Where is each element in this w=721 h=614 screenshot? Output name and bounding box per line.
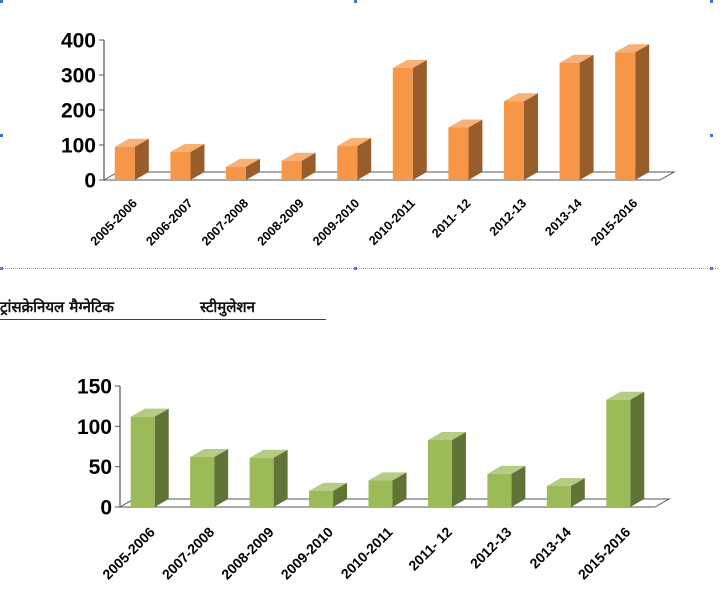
bar-top (427, 432, 466, 441)
bar (114, 146, 135, 180)
bar-side (246, 158, 260, 180)
bar-side (630, 391, 645, 507)
bar (170, 152, 191, 180)
y-tick-label: 400 (61, 30, 96, 53)
category-label: 2010-2011 (338, 524, 396, 582)
frame-handle[interactable] (710, 134, 713, 137)
bar-side (357, 138, 372, 180)
category-label: 2012-13 (467, 524, 515, 572)
category-label: 2010-2011 (366, 196, 418, 248)
category-label: 2011- 12 (405, 524, 455, 574)
bar (546, 486, 571, 507)
bar (337, 146, 358, 180)
category-label: 2007-2008 (199, 196, 251, 248)
green-bar-chart: 0 50 100 150 2005-2006 2007-2008 2008-2009 2009… (77, 376, 671, 583)
y-tick-label: 200 (61, 100, 96, 123)
bar-top (606, 391, 645, 400)
frame-handle[interactable] (0, 134, 3, 137)
category-label: 2006-2007 (143, 196, 195, 248)
bar (368, 480, 393, 507)
y-tick-label: 100 (77, 416, 112, 439)
heading-part2: स्टीमुलेशन (200, 298, 255, 316)
bar-top (249, 449, 288, 458)
category-label: 2005-2006 (88, 196, 140, 248)
bar-side (134, 138, 149, 180)
category-label: 2007-2008 (159, 524, 218, 583)
category-label: 2011- 12 (429, 196, 473, 240)
y-tick-label: 100 (61, 135, 96, 158)
bar-side (333, 482, 348, 507)
frame-handle[interactable] (0, 0, 3, 3)
bar (249, 457, 274, 507)
bar-side (412, 60, 427, 180)
bar-side (579, 54, 594, 180)
bar-top (504, 93, 538, 102)
bar-side (524, 93, 538, 180)
section-heading: ट्रांसक्रेनियल मैग्नेटिक स्टीमुलेशन (0, 297, 326, 320)
bar-side (570, 478, 585, 507)
bar-top (281, 152, 316, 161)
category-label: 2015-2016 (575, 524, 634, 583)
bar-side (451, 432, 466, 507)
bar (190, 456, 215, 507)
bar-top (309, 482, 348, 491)
bar-top (368, 472, 407, 481)
bar-side (273, 449, 288, 507)
bar-side (301, 152, 316, 180)
category-label: 2012-13 (487, 196, 529, 238)
category-label: 2013-14 (542, 196, 584, 238)
y-tick-label: 150 (77, 376, 112, 399)
bar-top (337, 138, 372, 147)
bar-top (615, 44, 650, 53)
bar-side (635, 44, 650, 180)
bar-side (468, 119, 483, 180)
bar (615, 52, 636, 180)
frame-handle[interactable] (710, 0, 713, 3)
bar-top (448, 119, 483, 128)
bar (281, 160, 302, 180)
bar-top (392, 60, 427, 68)
category-label: 2015-2016 (588, 196, 640, 248)
frame-handle[interactable] (354, 0, 357, 3)
bar (226, 166, 246, 180)
category-label: 2008-2009 (255, 196, 307, 248)
bar-side (392, 472, 407, 507)
bar-top (487, 465, 526, 474)
bar (309, 490, 334, 507)
orange-bar-chart: 0 100 200 300 400 2005-2006 2006-2007 2007-2008… (61, 30, 676, 248)
bar-top (546, 478, 585, 487)
y-tick-label: 300 (61, 65, 96, 88)
bar-side (154, 408, 169, 507)
bar-side (190, 144, 205, 180)
bar-top (226, 158, 260, 167)
category-label: 2008-2009 (218, 524, 277, 583)
bar (487, 473, 512, 507)
bar (392, 68, 413, 180)
bar-side (214, 448, 229, 507)
bar (606, 399, 631, 507)
bar (559, 62, 580, 180)
bar (448, 127, 469, 180)
bar-top (190, 448, 229, 457)
y-tick-label: 0 (84, 170, 96, 193)
bar-top (114, 138, 149, 147)
chart-frame-border (0, 268, 718, 269)
bar (130, 416, 155, 507)
category-label: 2013-14 (526, 524, 574, 572)
heading-part1: ट्रांसक्रेनियल मैग्नेटिक (0, 298, 114, 316)
y-tick-label: 50 (89, 456, 112, 479)
category-label: 2005-2006 (99, 524, 158, 583)
bar-top (559, 54, 594, 63)
bar-top (170, 144, 205, 152)
category-label: 2009-2010 (278, 524, 337, 583)
bar-top (130, 408, 169, 417)
bar (504, 101, 524, 180)
y-tick-label: 0 (100, 497, 112, 520)
bar (427, 440, 452, 507)
category-label: 2009-2010 (310, 196, 362, 248)
bar-side (511, 465, 526, 507)
